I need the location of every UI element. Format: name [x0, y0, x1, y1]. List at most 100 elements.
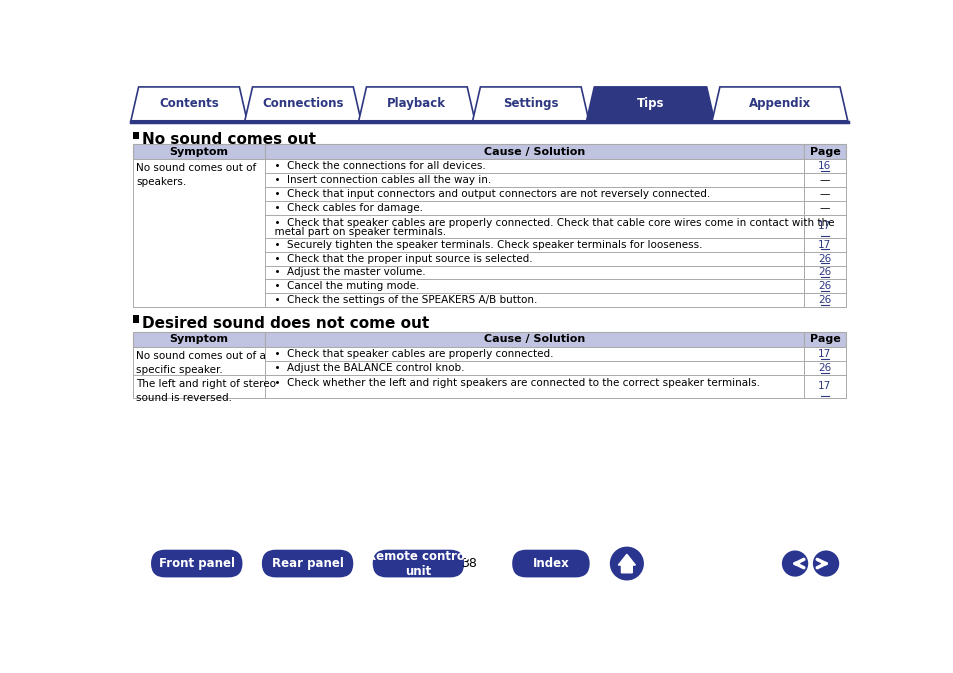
Text: No sound comes out of a
specific speaker.: No sound comes out of a specific speaker… — [136, 351, 266, 375]
Bar — [265, 160, 802, 173]
Text: Connections: Connections — [262, 98, 343, 110]
Polygon shape — [618, 555, 635, 573]
Bar — [802, 279, 845, 293]
Text: 17: 17 — [818, 240, 831, 250]
Ellipse shape — [781, 551, 807, 577]
Text: No sound comes out: No sound comes out — [142, 133, 316, 147]
Bar — [802, 160, 845, 173]
Text: —: — — [819, 189, 829, 199]
Text: •  Securely tighten the speaker terminals. Check speaker terminals for looseness: • Securely tighten the speaker terminals… — [268, 240, 701, 250]
Bar — [133, 332, 265, 347]
Text: •  Check cables for damage.: • Check cables for damage. — [268, 203, 422, 213]
Bar — [133, 347, 265, 375]
Bar — [265, 201, 802, 215]
Text: 26: 26 — [818, 281, 831, 291]
Bar — [802, 144, 845, 160]
Text: 17: 17 — [818, 382, 831, 392]
Bar — [802, 215, 845, 238]
Text: Tips: Tips — [636, 98, 663, 110]
Text: Settings: Settings — [502, 98, 558, 110]
Bar — [265, 375, 802, 398]
Bar — [802, 187, 845, 201]
Text: 26: 26 — [818, 267, 831, 277]
Text: Appendix: Appendix — [748, 98, 810, 110]
Text: •  Adjust the BALANCE control knob.: • Adjust the BALANCE control knob. — [268, 363, 464, 373]
Text: Front panel: Front panel — [158, 557, 234, 570]
Text: Playback: Playback — [387, 98, 446, 110]
Text: Contents: Contents — [159, 98, 218, 110]
Text: •  Check the settings of the SPEAKERS A/B button.: • Check the settings of the SPEAKERS A/B… — [268, 295, 537, 306]
Bar — [133, 160, 265, 307]
Text: •  Insert connection cables all the way in.: • Insert connection cables all the way i… — [268, 175, 491, 185]
Bar — [265, 215, 802, 238]
Text: •  Check that speaker cables are properly connected.: • Check that speaker cables are properly… — [268, 349, 553, 359]
Text: —: — — [819, 175, 829, 185]
Bar — [802, 201, 845, 215]
Bar — [265, 361, 802, 375]
Ellipse shape — [812, 551, 839, 577]
Bar — [802, 252, 845, 266]
Text: Remote control
unit: Remote control unit — [367, 550, 469, 577]
Text: 26: 26 — [818, 295, 831, 306]
Text: •  Check whether the left and right speakers are connected to the correct speake: • Check whether the left and right speak… — [268, 378, 760, 388]
Bar — [133, 132, 138, 139]
Text: Cause / Solution: Cause / Solution — [483, 147, 584, 157]
Bar — [265, 279, 802, 293]
FancyBboxPatch shape — [261, 550, 353, 577]
Text: 26: 26 — [818, 254, 831, 264]
Polygon shape — [358, 87, 475, 120]
Polygon shape — [586, 87, 714, 120]
Text: 38: 38 — [460, 557, 476, 570]
Polygon shape — [472, 87, 588, 120]
Text: 26: 26 — [818, 363, 831, 373]
Bar — [802, 173, 845, 187]
Polygon shape — [131, 87, 247, 120]
Text: No sound comes out of
speakers.: No sound comes out of speakers. — [136, 163, 256, 187]
Text: •  Adjust the master volume.: • Adjust the master volume. — [268, 267, 425, 277]
Text: •  Check that speaker cables are properly connected. Check that cable core wires: • Check that speaker cables are properly… — [268, 218, 834, 228]
Text: •  Check that the proper input source is selected.: • Check that the proper input source is … — [268, 254, 532, 264]
Bar — [802, 266, 845, 279]
Text: 16: 16 — [818, 162, 831, 171]
Bar — [133, 375, 265, 398]
Bar — [802, 293, 845, 307]
Bar — [265, 266, 802, 279]
Text: 17: 17 — [818, 221, 831, 232]
Text: •  Check that input connectors and output connectors are not reversely connected: • Check that input connectors and output… — [268, 189, 710, 199]
Bar — [802, 347, 845, 361]
Text: metal part on speaker terminals.: metal part on speaker terminals. — [268, 227, 446, 237]
Bar — [265, 347, 802, 361]
Text: —: — — [819, 203, 829, 213]
Bar — [265, 332, 802, 347]
Text: •  Check the connections for all devices.: • Check the connections for all devices. — [268, 162, 485, 171]
Text: Cause / Solution: Cause / Solution — [483, 334, 584, 345]
Text: Page: Page — [809, 147, 840, 157]
Text: Index: Index — [532, 557, 569, 570]
Bar — [265, 293, 802, 307]
FancyBboxPatch shape — [373, 550, 464, 577]
Bar — [802, 361, 845, 375]
Text: 17: 17 — [818, 349, 831, 359]
FancyBboxPatch shape — [151, 550, 242, 577]
Bar — [802, 238, 845, 252]
Bar — [265, 144, 802, 160]
Text: Page: Page — [809, 334, 840, 345]
Bar — [133, 315, 138, 322]
Bar — [265, 238, 802, 252]
Text: •  Cancel the muting mode.: • Cancel the muting mode. — [268, 281, 419, 291]
Bar — [265, 252, 802, 266]
Bar — [802, 375, 845, 398]
Bar — [265, 187, 802, 201]
Text: Desired sound does not come out: Desired sound does not come out — [142, 316, 429, 330]
Text: The left and right of stereo
sound is reversed.: The left and right of stereo sound is re… — [136, 379, 276, 402]
Text: Rear panel: Rear panel — [272, 557, 343, 570]
Text: Symptom: Symptom — [170, 147, 229, 157]
Polygon shape — [245, 87, 360, 120]
Polygon shape — [711, 87, 847, 120]
Circle shape — [609, 546, 643, 581]
Text: Symptom: Symptom — [170, 334, 229, 345]
FancyBboxPatch shape — [512, 550, 589, 577]
Bar — [133, 144, 265, 160]
Bar — [265, 173, 802, 187]
Bar — [802, 332, 845, 347]
